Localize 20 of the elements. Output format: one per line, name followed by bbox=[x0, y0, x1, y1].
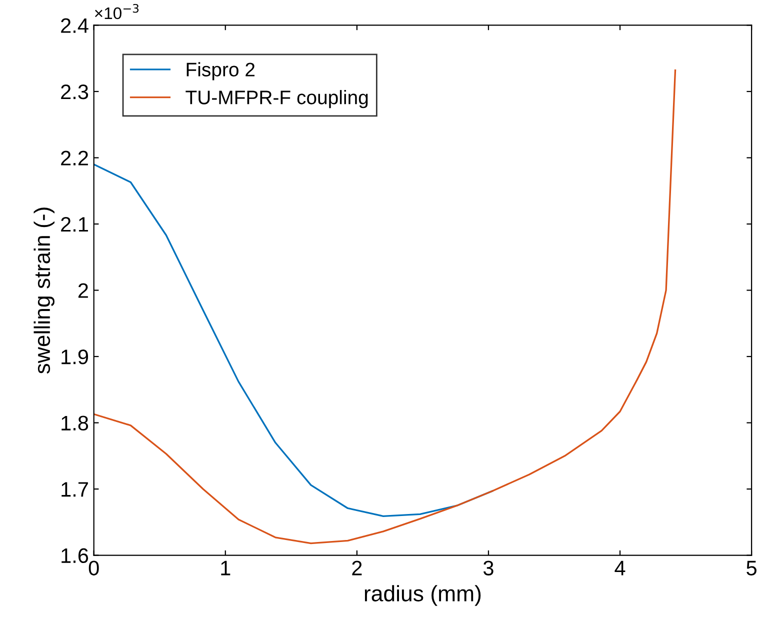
y-tick-label: 2.3 bbox=[61, 84, 88, 100]
x-tick-label: 5 bbox=[746, 560, 756, 576]
legend-label: TU-MFPR-F coupling bbox=[186, 90, 368, 108]
y-tick-label: 2.4 bbox=[61, 18, 88, 33]
x-tick-label: 1 bbox=[221, 560, 230, 576]
y-tick-label: 2 bbox=[78, 283, 88, 298]
y-tick-label: 1.8 bbox=[62, 416, 88, 431]
y-tick-label: 2.1 bbox=[61, 217, 88, 232]
x-tick-label: 3 bbox=[483, 560, 494, 576]
x-tick-label: 0 bbox=[88, 560, 99, 576]
legend-label: Fispro 2 bbox=[186, 62, 254, 80]
y-tick-label: 2.2 bbox=[61, 150, 88, 166]
x-tick-label: 4 bbox=[614, 560, 626, 576]
x-axis-title: radius (mm) bbox=[364, 585, 481, 606]
y-tick-label: 1.9 bbox=[62, 350, 88, 364]
y-tick-label: 1.7 bbox=[62, 482, 88, 497]
y-axis-title: swelling strain (-) bbox=[34, 208, 54, 374]
y-tick-label: 1.6 bbox=[62, 548, 88, 564]
text: ×10$^{−3}$ bbox=[95, 4, 139, 20]
x-tick-label: 2 bbox=[352, 560, 362, 576]
